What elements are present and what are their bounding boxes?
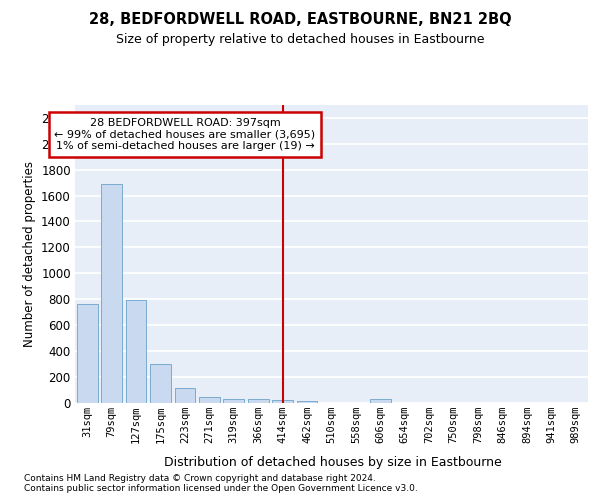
Bar [77, 304, 98, 402]
Bar [370, 400, 391, 402]
Bar [125, 300, 146, 402]
Bar [223, 398, 244, 402]
Bar [272, 400, 293, 402]
Text: Distribution of detached houses by size in Eastbourne: Distribution of detached houses by size … [164, 456, 502, 469]
Bar [199, 396, 220, 402]
Text: Contains public sector information licensed under the Open Government Licence v3: Contains public sector information licen… [24, 484, 418, 493]
Bar [101, 184, 122, 402]
Text: Contains HM Land Registry data © Crown copyright and database right 2024.: Contains HM Land Registry data © Crown c… [24, 474, 376, 483]
Bar [248, 400, 269, 402]
Text: 28 BEDFORDWELL ROAD: 397sqm
← 99% of detached houses are smaller (3,695)
1% of s: 28 BEDFORDWELL ROAD: 397sqm ← 99% of det… [55, 118, 316, 151]
Bar [296, 400, 317, 402]
Bar [175, 388, 196, 402]
Y-axis label: Number of detached properties: Number of detached properties [23, 161, 35, 347]
Text: Size of property relative to detached houses in Eastbourne: Size of property relative to detached ho… [116, 32, 484, 46]
Bar [150, 364, 171, 403]
Text: 28, BEDFORDWELL ROAD, EASTBOURNE, BN21 2BQ: 28, BEDFORDWELL ROAD, EASTBOURNE, BN21 2… [89, 12, 511, 28]
